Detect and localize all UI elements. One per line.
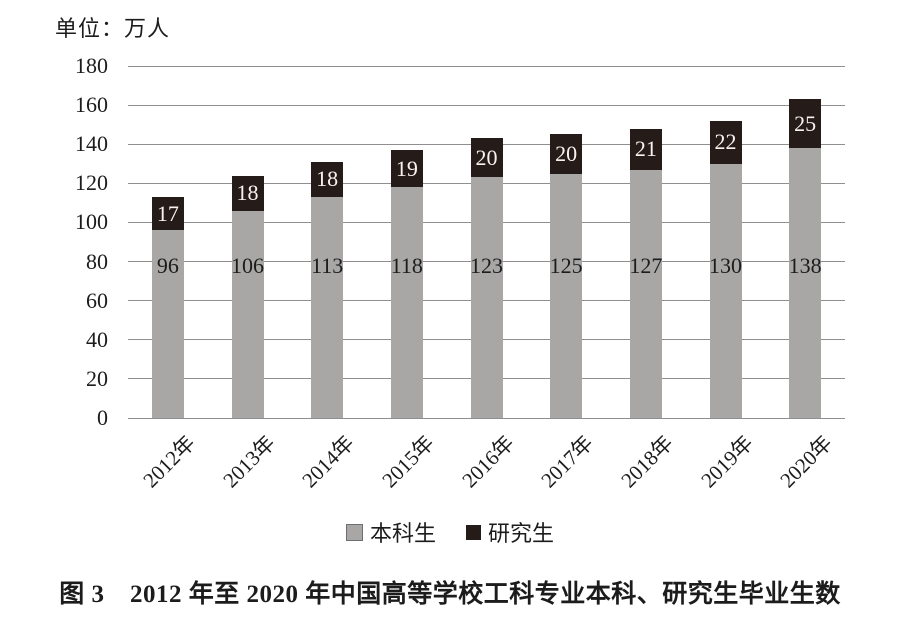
- x-axis-tick-label: 2017年: [536, 430, 598, 493]
- legend-label-undergraduate: 本科生: [369, 521, 436, 546]
- y-axis-tick-label: 60: [86, 287, 108, 313]
- bar-undergraduate-segment: [470, 177, 503, 418]
- x-axis-tick-label: 2019年: [695, 430, 758, 493]
- gridline: [128, 417, 845, 419]
- legend-item-graduate: 研究生: [466, 516, 554, 548]
- graduate-value-label: 25: [789, 99, 822, 149]
- y-axis-unit-label: 单位：万人: [55, 16, 171, 41]
- graduate-value-label: 19: [390, 150, 423, 188]
- x-axis-tick-label: 2014年: [297, 430, 359, 493]
- figure-caption: 图 3 2012 年至 2020 年中国高等学校工科专业本科、研究生毕业生数: [59, 581, 841, 608]
- graduate-value-label: 20: [550, 134, 583, 174]
- undergraduate-value-label: 118: [390, 253, 423, 278]
- y-axis-tick-label: 80: [86, 248, 108, 274]
- undergraduate-value-label: 96: [156, 253, 179, 278]
- bar-undergraduate-segment: [629, 169, 662, 418]
- legend-label-graduate: 研究生: [488, 521, 555, 546]
- graduate-value-label: 18: [311, 161, 344, 197]
- undergraduate-value-label: 127: [629, 253, 663, 278]
- undergraduate-value-label: 106: [231, 253, 264, 278]
- graduate-color-swatch: [466, 524, 481, 540]
- y-axis-tick-label: 0: [97, 405, 108, 430]
- y-axis-tick-label: 20: [86, 365, 108, 391]
- graduate-value-label: 20: [470, 138, 503, 178]
- bar-undergraduate-segment: [311, 197, 344, 418]
- undergraduate-color-swatch: [345, 523, 363, 541]
- chart-legend: 本科生 研究生: [0, 516, 900, 548]
- undergraduate-value-label: 113: [311, 253, 344, 278]
- y-axis-tick-label: 100: [75, 209, 108, 235]
- gridline: [128, 104, 845, 106]
- undergraduate-value-label: 123: [470, 253, 503, 278]
- legend-item-undergraduate: 本科生: [345, 516, 436, 548]
- x-axis-tick-label: 2013年: [217, 430, 280, 493]
- y-axis-tick-label: 120: [75, 170, 108, 196]
- undergraduate-value-label: 125: [549, 253, 583, 278]
- y-axis-tick-label: 160: [75, 92, 108, 118]
- y-axis-tick-label: 140: [75, 131, 108, 157]
- bar-undergraduate-segment: [390, 187, 423, 418]
- graduate-value-label: 17: [151, 197, 184, 231]
- bar-undergraduate-segment: [550, 173, 583, 418]
- x-axis-tick-label: 2012年: [138, 430, 200, 493]
- bar-undergraduate-segment: [231, 210, 264, 418]
- x-axis-tick-label: 2020年: [775, 430, 837, 493]
- graduate-value-label: 21: [629, 128, 662, 170]
- x-axis-tick-label: 2016年: [456, 430, 519, 493]
- y-axis-tick-label: 180: [75, 53, 108, 78]
- graduate-value-label: 22: [709, 120, 742, 164]
- x-axis-tick-label: 2015年: [377, 430, 439, 493]
- bar-undergraduate-segment: [709, 163, 742, 418]
- bar-undergraduate-segment: [789, 148, 822, 418]
- graduate-value-label: 18: [231, 175, 264, 211]
- gridline: [128, 65, 845, 67]
- undergraduate-value-label: 130: [709, 253, 742, 278]
- undergraduate-value-label: 138: [788, 253, 822, 278]
- x-axis-tick-label: 2018年: [616, 430, 678, 493]
- y-axis-tick-label: 40: [86, 326, 108, 352]
- bar-undergraduate-segment: [151, 230, 184, 418]
